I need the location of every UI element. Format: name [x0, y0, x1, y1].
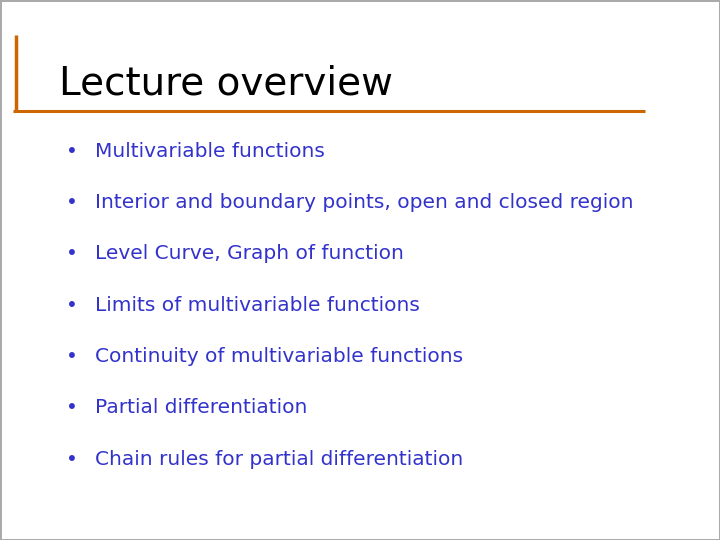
Text: •: •: [66, 449, 78, 469]
Text: Level Curve, Graph of function: Level Curve, Graph of function: [96, 244, 405, 264]
Text: Continuity of multivariable functions: Continuity of multivariable functions: [96, 347, 464, 366]
Text: Limits of multivariable functions: Limits of multivariable functions: [96, 295, 420, 315]
Text: •: •: [66, 398, 78, 417]
Text: Interior and boundary points, open and closed region: Interior and boundary points, open and c…: [96, 193, 634, 212]
Text: •: •: [66, 141, 78, 161]
Text: •: •: [66, 295, 78, 315]
Text: •: •: [66, 193, 78, 212]
Text: Chain rules for partial differentiation: Chain rules for partial differentiation: [96, 449, 464, 469]
Text: •: •: [66, 347, 78, 366]
Text: Lecture overview: Lecture overview: [59, 65, 393, 103]
Text: Multivariable functions: Multivariable functions: [96, 141, 325, 161]
Text: Partial differentiation: Partial differentiation: [96, 398, 308, 417]
Text: •: •: [66, 244, 78, 264]
